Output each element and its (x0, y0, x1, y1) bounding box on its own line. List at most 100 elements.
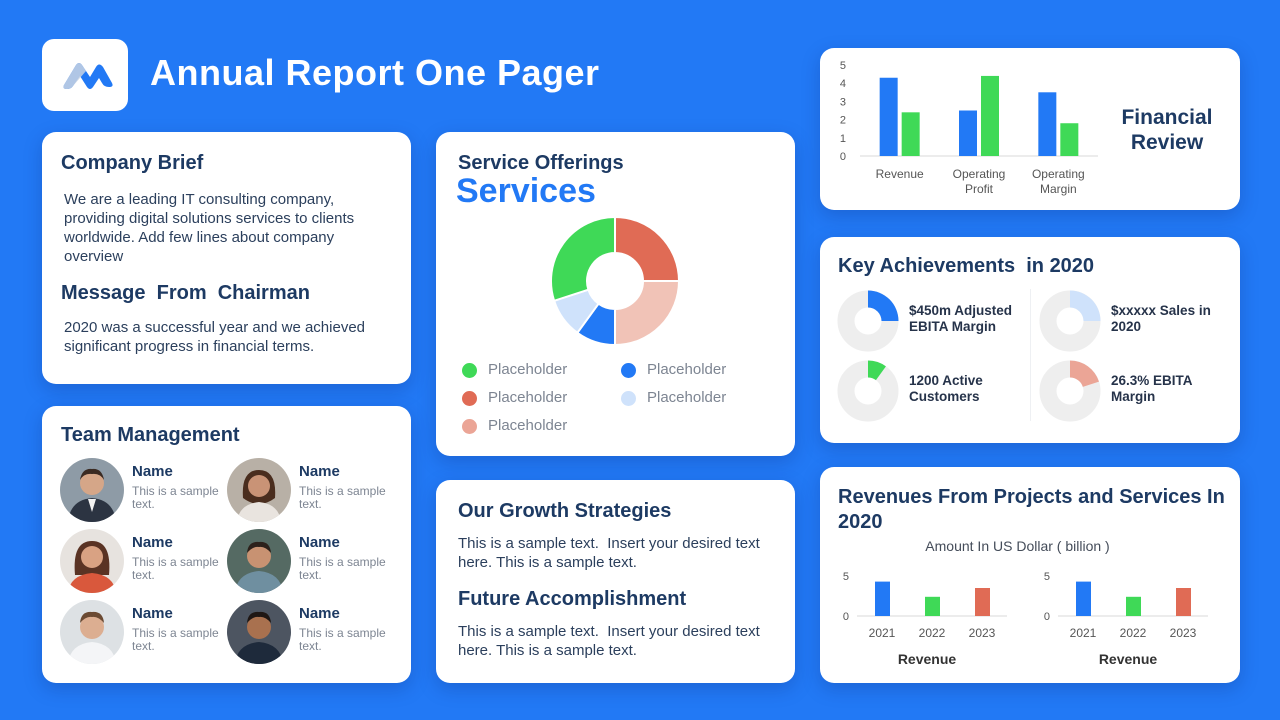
member-description: This is a sample text. (132, 555, 219, 582)
legend-swatch (621, 391, 636, 406)
company-brief-heading: Company Brief (61, 152, 204, 174)
avatar (227, 458, 291, 522)
donut-value (1070, 290, 1101, 321)
y-tick-label: 5 (840, 60, 846, 72)
x-tick-label: 2021 (1070, 626, 1097, 640)
x-tick-label: Operating (1032, 167, 1085, 181)
avatar (60, 529, 124, 593)
growth-strategies-card: Our Growth Strategies This is a sample t… (436, 480, 795, 683)
bar (1076, 581, 1091, 616)
y-tick-label: 5 (843, 571, 849, 583)
x-tick-label: 2022 (1120, 626, 1147, 640)
donut-slice (614, 280, 681, 347)
avatar (60, 458, 124, 522)
member-description: This is a sample text. (132, 484, 219, 511)
achievement-donut (1039, 290, 1101, 352)
revenues-heading: Revenues From Projects and Services In 2… (838, 486, 1225, 533)
y-tick-label: 3 (840, 96, 846, 108)
x-tick-label: 2022 (919, 626, 946, 640)
future-accomplishment-text: This is a sample text. Insert your desir… (458, 623, 764, 659)
bar (1176, 588, 1191, 616)
achievement-text: 1200 Active Customers (909, 373, 983, 404)
company-logo (42, 39, 128, 111)
bar (875, 581, 890, 616)
member-name: Name (299, 463, 340, 480)
revenues-subtitle: Amount In US Dollar ( billion ) (925, 538, 1110, 554)
bar (981, 75, 999, 156)
bar (901, 112, 920, 156)
x-tick-label: 2023 (1170, 626, 1197, 640)
page-title: Annual Report One Pager (150, 52, 600, 93)
legend-label: Placeholder (488, 389, 568, 406)
divider (1030, 289, 1031, 421)
team-member: Name This is a sample text. (60, 600, 230, 666)
achievement-donut (837, 360, 899, 422)
y-tick-label: 0 (1044, 611, 1050, 623)
achievement-item: 1200 Active Customers (837, 360, 1027, 422)
achievement-donut (837, 290, 899, 352)
team-member: Name This is a sample text. (60, 458, 230, 524)
revenue-bar-charts: 0 5 2021 2022 2023 Revenue 0 5 2021 2022 2023 Reven… (843, 571, 1208, 667)
member-name: Name (299, 605, 340, 622)
company-brief-text: We are a leading IT consulting company, … (64, 191, 355, 265)
x-tick-label: Profit (965, 182, 994, 196)
legend-swatch (462, 363, 477, 378)
member-name: Name (299, 534, 340, 551)
bar (975, 588, 990, 616)
y-tick-label: 0 (843, 611, 849, 623)
achievement-text: $xxxxx Sales in 2020 (1111, 303, 1211, 334)
achievement-donut (1039, 360, 1101, 422)
legend-label: Placeholder (488, 417, 568, 434)
logo-mark-icon (63, 63, 113, 89)
bar (1038, 92, 1057, 156)
x-tick-label: 2021 (869, 626, 896, 640)
x-tick-label: Margin (1040, 182, 1077, 196)
achievement-text: $450m Adjusted EBITA Margin (909, 303, 1013, 334)
member-description: This is a sample text. (132, 626, 219, 653)
achievement-item: 26.3% EBITA Margin (1039, 360, 1229, 422)
service-offerings-heading: Service Offerings (458, 152, 624, 174)
legend-swatch (621, 363, 636, 378)
legend-label: Placeholder (647, 361, 727, 378)
avatar (227, 600, 291, 664)
legend-swatch (462, 391, 477, 406)
growth-strategies-heading: Our Growth Strategies (458, 500, 672, 522)
achievement-item: $450m Adjusted EBITA Margin (837, 290, 1027, 352)
legend-swatch (462, 419, 477, 434)
service-offerings-card: Service Offerings Services Placeholder P… (436, 132, 795, 456)
donut-value (868, 290, 899, 321)
services-label: Services (456, 172, 596, 210)
key-achievements-card: Key Achievements in 2020 $450m Adjusted … (820, 237, 1240, 443)
legend-label: Placeholder (647, 389, 727, 406)
x-tick-label: Revenue (876, 167, 924, 181)
bar (879, 77, 898, 156)
x-tick-label: Operating (953, 167, 1006, 181)
team-member: Name This is a sample text. (227, 458, 397, 524)
donut-value (868, 360, 886, 381)
financial-review-card: 0 1 2 3 4 5 Revenue Operating Profit Operating Mar… (820, 48, 1240, 210)
bar (925, 596, 940, 616)
chairman-message-heading: Message From Chairman (61, 282, 310, 304)
bar (959, 110, 977, 156)
team-member: Name This is a sample text. (60, 529, 230, 595)
donut-slice (614, 215, 681, 282)
team-management-card: Team Management Name This is a sample te… (42, 406, 411, 683)
y-tick-label: 2 (840, 115, 846, 127)
chairman-message-text: 2020 was a successful year and we achiev… (64, 319, 366, 355)
y-tick-label: 0 (840, 151, 846, 163)
achievement-item: $xxxxx Sales in 2020 (1039, 290, 1229, 352)
company-brief-card: Company Brief We are a leading IT consul… (42, 132, 411, 384)
member-name: Name (132, 605, 173, 622)
future-accomplishment-heading: Future Accomplishment (458, 588, 687, 610)
team-member: Name This is a sample text. (227, 529, 397, 595)
donut-value (1070, 360, 1100, 387)
donut-slice (550, 215, 616, 303)
team-member: Name This is a sample text. (227, 600, 397, 666)
member-description: This is a sample text. (299, 555, 386, 582)
bar (1060, 123, 1079, 156)
key-achievements-heading: Key Achievements in 2020 (838, 255, 1095, 277)
y-tick-label: 5 (1044, 571, 1050, 583)
legend-label: Placeholder (488, 361, 568, 378)
services-donut-chart (550, 215, 681, 347)
